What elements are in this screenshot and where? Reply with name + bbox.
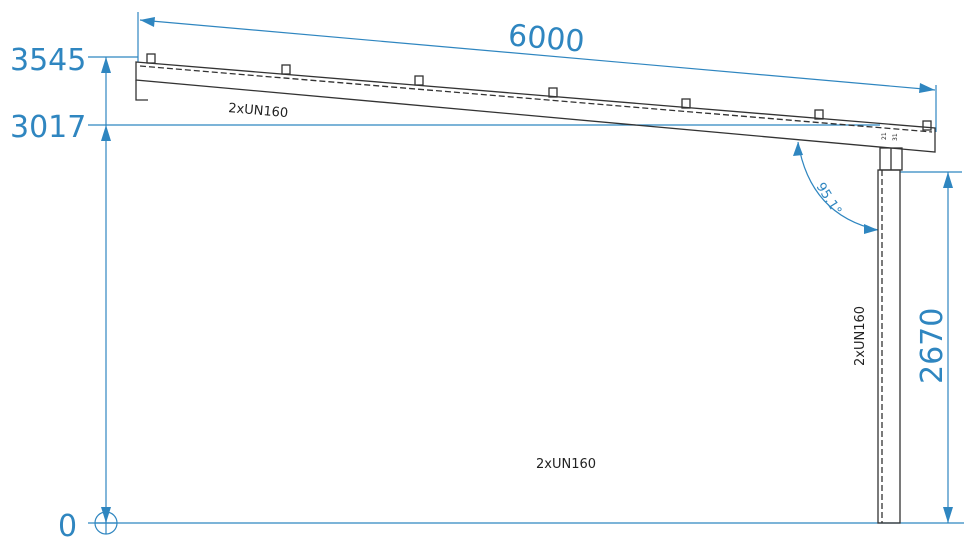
arrow-angle-bottom [864,224,878,234]
purlin [681,98,691,109]
level-label-3545: 3545 [10,43,86,78]
roof-beam-dashed-edge [139,65,933,133]
arrow-up-2670 [943,172,953,188]
purlin [814,109,824,120]
column [877,169,901,524]
connection-mark: 31 [892,133,899,141]
roof-beam [135,61,936,153]
beam-left-end [135,80,148,101]
structure [135,53,936,524]
bottom-member-label: 2xUN160 [536,457,596,472]
level-label-3017: 3017 [10,110,86,145]
dimension-arrowheads [101,17,953,523]
dimension-lines [88,12,964,524]
arrow-up-3545 [101,57,111,73]
arrow-angle-top [793,142,803,156]
arrow-left-6000 [140,17,155,27]
span-dimension-line [139,19,936,91]
level-label-0: 0 [58,509,77,541]
angle-arc [797,141,879,231]
beam-member-label: 2xUN160 [228,101,289,121]
connection-mark: 21 [881,132,888,140]
arrow-down-2670 [943,507,953,523]
purlin [146,53,156,64]
purlin [281,64,291,75]
origin-symbol-icon [94,511,118,535]
column-height-label: 2670 [915,308,950,384]
span-dimension-label: 6000 [507,18,586,60]
purlin [414,75,424,86]
purlin [548,87,558,98]
arrow-right-6000 [919,83,935,93]
arrow-up-3017 [101,125,111,141]
angle-label: 95.1° [813,180,845,218]
purlin [922,120,932,131]
column-member-label: 2xUN160 [853,306,868,366]
